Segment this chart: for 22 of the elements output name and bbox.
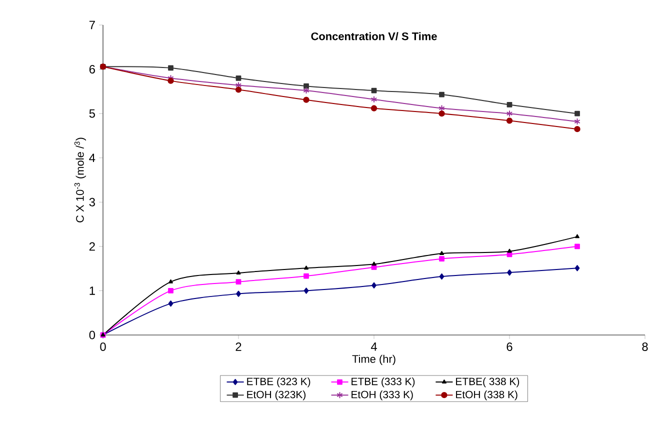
y-tick-label: 1: [90, 286, 95, 295]
x-tick-label: 0: [100, 342, 106, 351]
y-tick-label: 3: [89, 198, 95, 206]
legend-label: EtOH (333 K): [352, 390, 413, 400]
legend-label: ETBE (323 K): [247, 377, 310, 388]
legend-label: EtOH (338 K): [456, 390, 518, 400]
x-tick-label: 4: [370, 342, 377, 351]
y-tick-label: 6: [89, 65, 95, 74]
legend-label: EtOH (323K): [247, 390, 306, 400]
x-tick-label: 6: [506, 342, 512, 351]
x-tick-label: 8: [642, 342, 648, 351]
x-axis-title: Time (hr): [352, 354, 396, 366]
y-tick-label: 5: [89, 109, 95, 118]
y-tick-label: 4: [89, 154, 96, 162]
text: Concentration V/ S Time: [311, 32, 437, 40]
y-tick-label: 7: [89, 20, 95, 30]
x-tick-label: 2: [236, 342, 242, 351]
legend-label: ETBE (333 K): [352, 377, 415, 388]
legend-label: ETBE( 338 K): [456, 377, 520, 388]
y-tick-label: 0: [89, 330, 96, 340]
y-tick-label: 2: [89, 242, 95, 251]
y-axis-title: C X 10$^{-3}$ (mole /$^{3}$): [74, 138, 86, 222]
